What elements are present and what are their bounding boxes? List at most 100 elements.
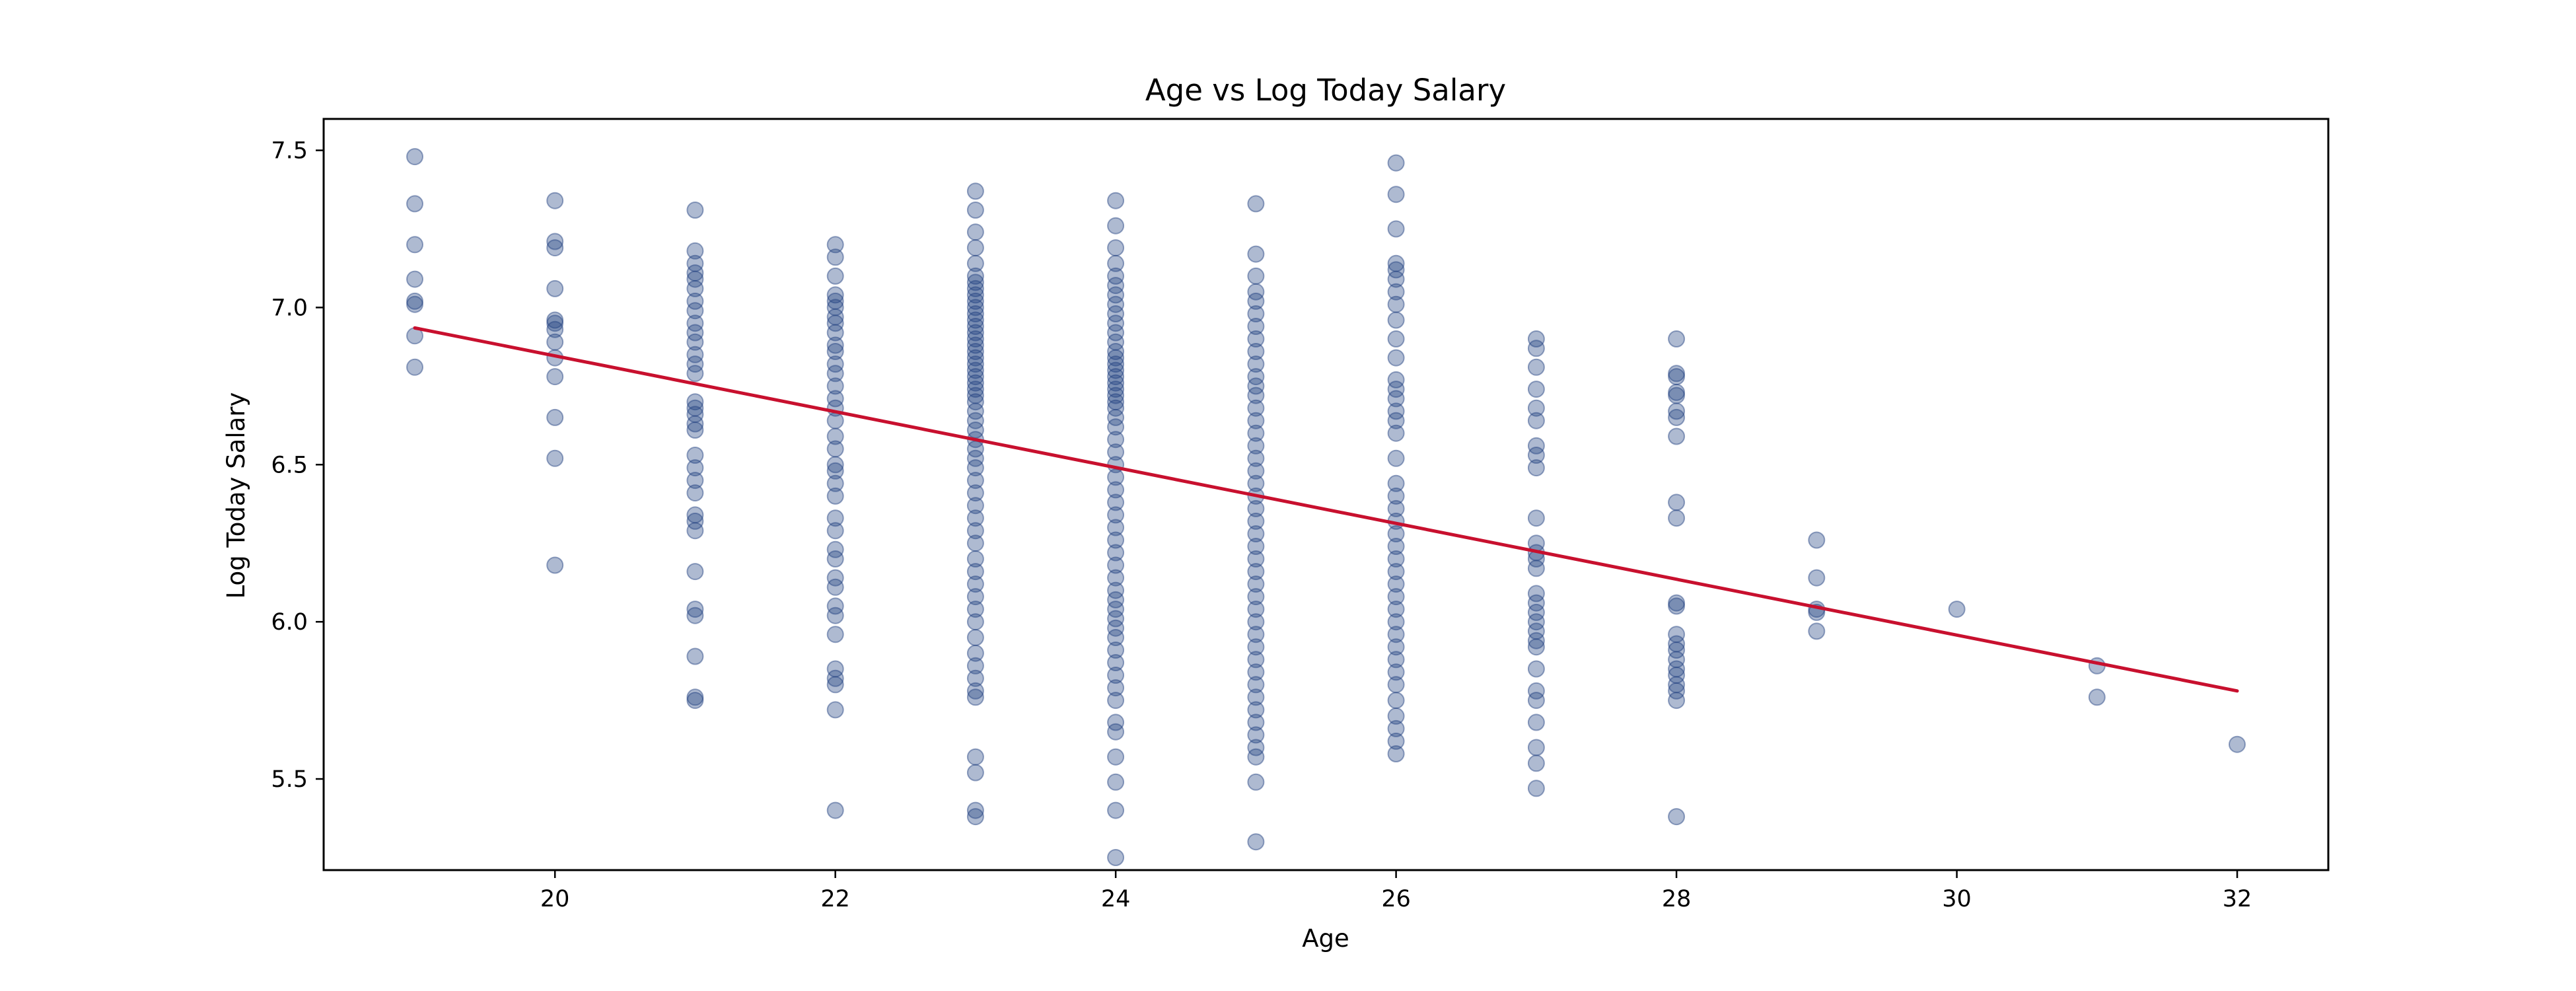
data-point [1668, 626, 1686, 643]
data-point [1387, 588, 1405, 606]
data-point [1107, 692, 1125, 710]
data-point [1527, 412, 1545, 429]
data-point [1527, 459, 1545, 477]
x-tick-label: 32 [2223, 886, 2252, 912]
data-point [1247, 512, 1265, 530]
data-point [966, 509, 984, 527]
data-point [966, 349, 984, 367]
data-point [1107, 610, 1125, 628]
data-point [966, 550, 984, 568]
data-point [966, 497, 984, 515]
data-point [1247, 330, 1265, 348]
data-point [1247, 714, 1265, 731]
data-point [686, 647, 704, 665]
data-point [686, 324, 704, 342]
data-point [686, 242, 704, 260]
fit-line [413, 326, 2239, 693]
data-point [966, 657, 984, 675]
data-point [686, 279, 704, 297]
data-point [966, 472, 984, 490]
data-point [966, 613, 984, 631]
data-point [826, 550, 844, 568]
data-point [1107, 506, 1125, 524]
data-point [1107, 801, 1125, 819]
data-point [406, 292, 423, 310]
x-tick-label: 26 [1381, 886, 1411, 912]
data-point [1107, 481, 1125, 499]
data-point [1387, 575, 1405, 593]
data-point [826, 440, 844, 458]
data-point [1668, 808, 1686, 826]
data-point [826, 355, 844, 373]
data-point [1387, 550, 1405, 568]
data-point [966, 688, 984, 706]
data-point [826, 377, 844, 395]
data-point [826, 462, 844, 480]
x-tick-label: 24 [1101, 886, 1131, 912]
data-point [1247, 245, 1265, 263]
data-point [826, 522, 844, 540]
data-point [966, 459, 984, 477]
data-point [1668, 330, 1686, 348]
data-point [826, 487, 844, 505]
data-point [1247, 377, 1265, 395]
data-point [826, 336, 844, 354]
data-point [1527, 340, 1545, 357]
data-point [1668, 509, 1686, 527]
data-point [966, 669, 984, 687]
data-point [1668, 408, 1686, 426]
data-point [1247, 550, 1265, 568]
data-point [546, 333, 564, 351]
data-point [1527, 399, 1545, 417]
data-point [1107, 361, 1125, 379]
data-point [966, 267, 984, 285]
data-point [826, 569, 844, 587]
data-point [966, 386, 984, 404]
x-tick-label: 20 [540, 886, 570, 912]
data-point [1948, 601, 1966, 618]
data-point [406, 148, 423, 166]
data-point [826, 248, 844, 266]
data-point [546, 368, 564, 386]
data-point [2229, 735, 2246, 753]
data-point [1387, 295, 1405, 313]
data-point [1247, 726, 1265, 744]
data-point [686, 333, 704, 351]
data-point [1107, 239, 1125, 257]
data-point [1387, 538, 1405, 555]
data-point [1668, 368, 1686, 386]
data-point [1527, 603, 1545, 621]
data-point [1387, 626, 1405, 643]
data-point [1387, 381, 1405, 398]
data-point [546, 233, 564, 250]
data-point [966, 330, 984, 348]
data-point [1387, 390, 1405, 408]
data-point [1387, 154, 1405, 172]
data-point [826, 427, 844, 445]
data-point [1107, 619, 1125, 637]
data-point [406, 236, 423, 254]
data-point [966, 299, 984, 316]
data-point [1107, 349, 1125, 367]
data-point [1668, 383, 1686, 401]
data-point [1107, 723, 1125, 741]
data-point [1107, 748, 1125, 766]
data-point [1808, 569, 1826, 587]
data-point [1527, 594, 1545, 612]
data-point [1107, 314, 1125, 332]
data-point [966, 764, 984, 782]
data-point [1527, 560, 1545, 577]
data-point [1387, 663, 1405, 681]
data-point [1527, 509, 1545, 527]
data-point [1387, 525, 1405, 542]
data-point [1247, 195, 1265, 213]
data-point [966, 575, 984, 593]
data-point [1527, 613, 1545, 631]
data-point [546, 449, 564, 467]
data-point [406, 358, 423, 376]
data-point [966, 449, 984, 467]
x-tick-label: 28 [1662, 886, 1692, 912]
data-point [826, 308, 844, 326]
data-point [826, 299, 844, 316]
data-point [1387, 638, 1405, 656]
